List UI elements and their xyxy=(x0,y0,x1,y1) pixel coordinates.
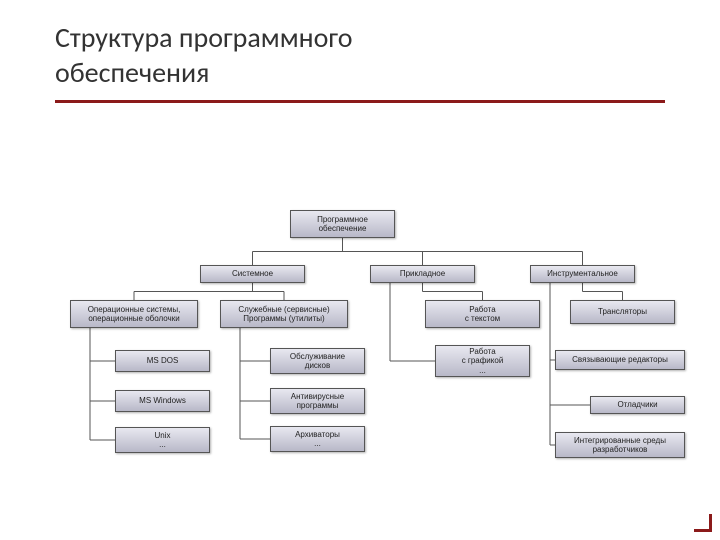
node-text: Работас текстом xyxy=(425,300,540,328)
node-msdos: MS DOS xyxy=(115,350,210,372)
node-mswin: MS Windows xyxy=(115,390,210,412)
node-serv: Служебные (сервисные)Программы (утилиты) xyxy=(220,300,348,328)
node-link: Связывающие редакторы xyxy=(555,350,685,370)
node-trans: Трансляторы xyxy=(570,300,675,324)
node-disk: Обслуживаниедисков xyxy=(270,348,365,374)
node-tool: Инструментальное xyxy=(530,265,635,283)
node-os: Операционные системы,операционные оболоч… xyxy=(70,300,198,328)
node-ide: Интегрированные средыразработчиков xyxy=(555,432,685,458)
diagram-container: Программноеобеспечение Системное Прикладно… xyxy=(0,0,720,540)
node-graph: Работас графикой... xyxy=(435,345,530,377)
node-av: Антивирусныепрограммы xyxy=(270,388,365,414)
corner-decoration xyxy=(694,514,712,532)
node-root: Программноеобеспечение xyxy=(290,210,395,238)
node-sys: Системное xyxy=(200,265,305,283)
node-app: Прикладное xyxy=(370,265,475,283)
node-arch: Архиваторы... xyxy=(270,426,365,452)
node-unix: Unix... xyxy=(115,427,210,453)
node-debug: Отладчики xyxy=(590,396,685,414)
